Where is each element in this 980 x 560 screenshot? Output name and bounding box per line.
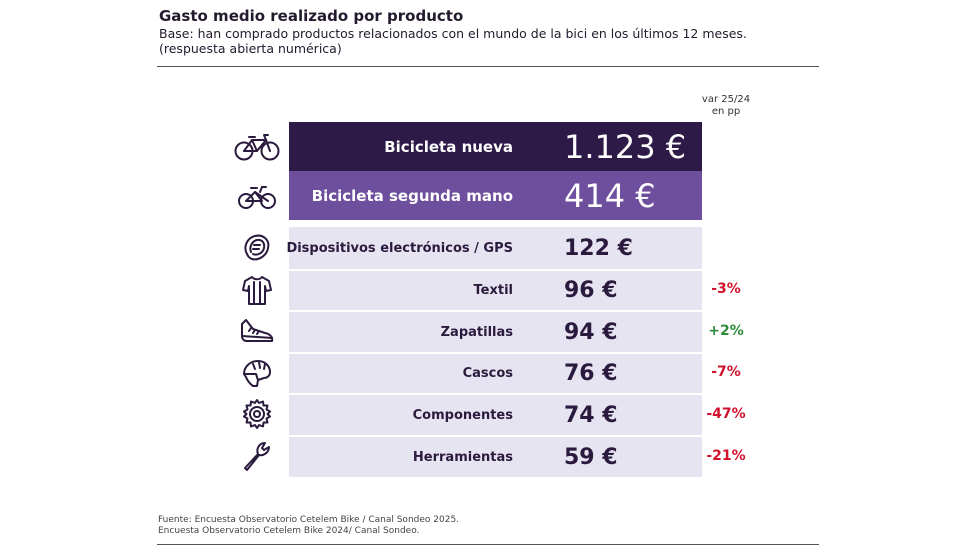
row-label: Textil (473, 283, 513, 298)
variation-value: -7% (711, 364, 741, 380)
row-label: Dispositivos electrónicos / GPS (286, 240, 513, 256)
row-label: Bicicleta segunda mano (311, 186, 513, 205)
shoe-icon (232, 310, 282, 352)
source-line-1: Fuente: Encuesta Observatorio Cetelem Bi… (158, 515, 460, 525)
variation-header-line1: var 25/24 (701, 94, 751, 105)
row-value: 94 € (564, 319, 618, 345)
row-value: 414 € (564, 176, 656, 215)
variation-value: -21% (706, 448, 746, 464)
row-value: 74 € (564, 402, 618, 428)
bottom-divider (157, 544, 819, 545)
row-label: Herramientas (412, 449, 513, 465)
source-note: Fuente: Encuesta Observatorio Cetelem Bi… (158, 515, 459, 537)
table-row-textil: Textil 96 € (289, 269, 702, 310)
row-value: 96 € (564, 278, 618, 303)
row-label: Bicicleta nueva (384, 137, 513, 156)
chart-subtitle: Base: han comprado productos relacionado… (159, 26, 747, 56)
source-line-2: Encuesta Observatorio Cetelem Bike 2024/… (158, 526, 420, 536)
folding-bike-icon (232, 171, 282, 220)
row-value: 1.123 € (564, 127, 687, 166)
table-row-bicicleta-segunda-mano: Bicicleta segunda mano 414 € (289, 171, 702, 220)
row-value: 59 € (564, 444, 618, 470)
wrench-icon (232, 435, 282, 477)
variation-value: +2% (708, 323, 744, 339)
bicycle-icon (232, 122, 282, 171)
variation-value: -3% (711, 281, 741, 297)
gear-icon (232, 393, 282, 435)
row-label: Componentes (412, 407, 513, 423)
table-row-bicicleta-nueva: Bicicleta nueva 1.123 € (289, 122, 702, 171)
table-row-cascos: Cascos 76 € (289, 352, 702, 393)
row-label: Zapatillas (440, 324, 513, 340)
subtitle-note: (respuesta abierta numérica) (159, 41, 342, 56)
jersey-icon (232, 269, 282, 310)
row-value: 122 € (564, 235, 633, 261)
variation-value: -47% (706, 406, 746, 422)
top-divider (157, 66, 819, 67)
row-value: 76 € (564, 361, 618, 386)
row-label: Cascos (462, 366, 513, 381)
variation-column-header: var 25/24 en pp (690, 94, 762, 118)
table-row-herramientas: Herramientas 59 € (289, 435, 702, 477)
table-row-zapatillas: Zapatillas 94 € (289, 310, 702, 352)
table-row-componentes: Componentes 74 € (289, 393, 702, 435)
gps-device-icon (232, 227, 282, 269)
variation-header-line2: en pp (711, 106, 741, 117)
chart-title: Gasto medio realizado por producto (159, 7, 464, 25)
helmet-icon (232, 352, 282, 393)
table-row-dispositivos-electronicos-gps: Dispositivos electrónicos / GPS 122 € (286, 227, 702, 269)
subtitle-base: Base: han comprado productos relacionado… (159, 26, 747, 41)
